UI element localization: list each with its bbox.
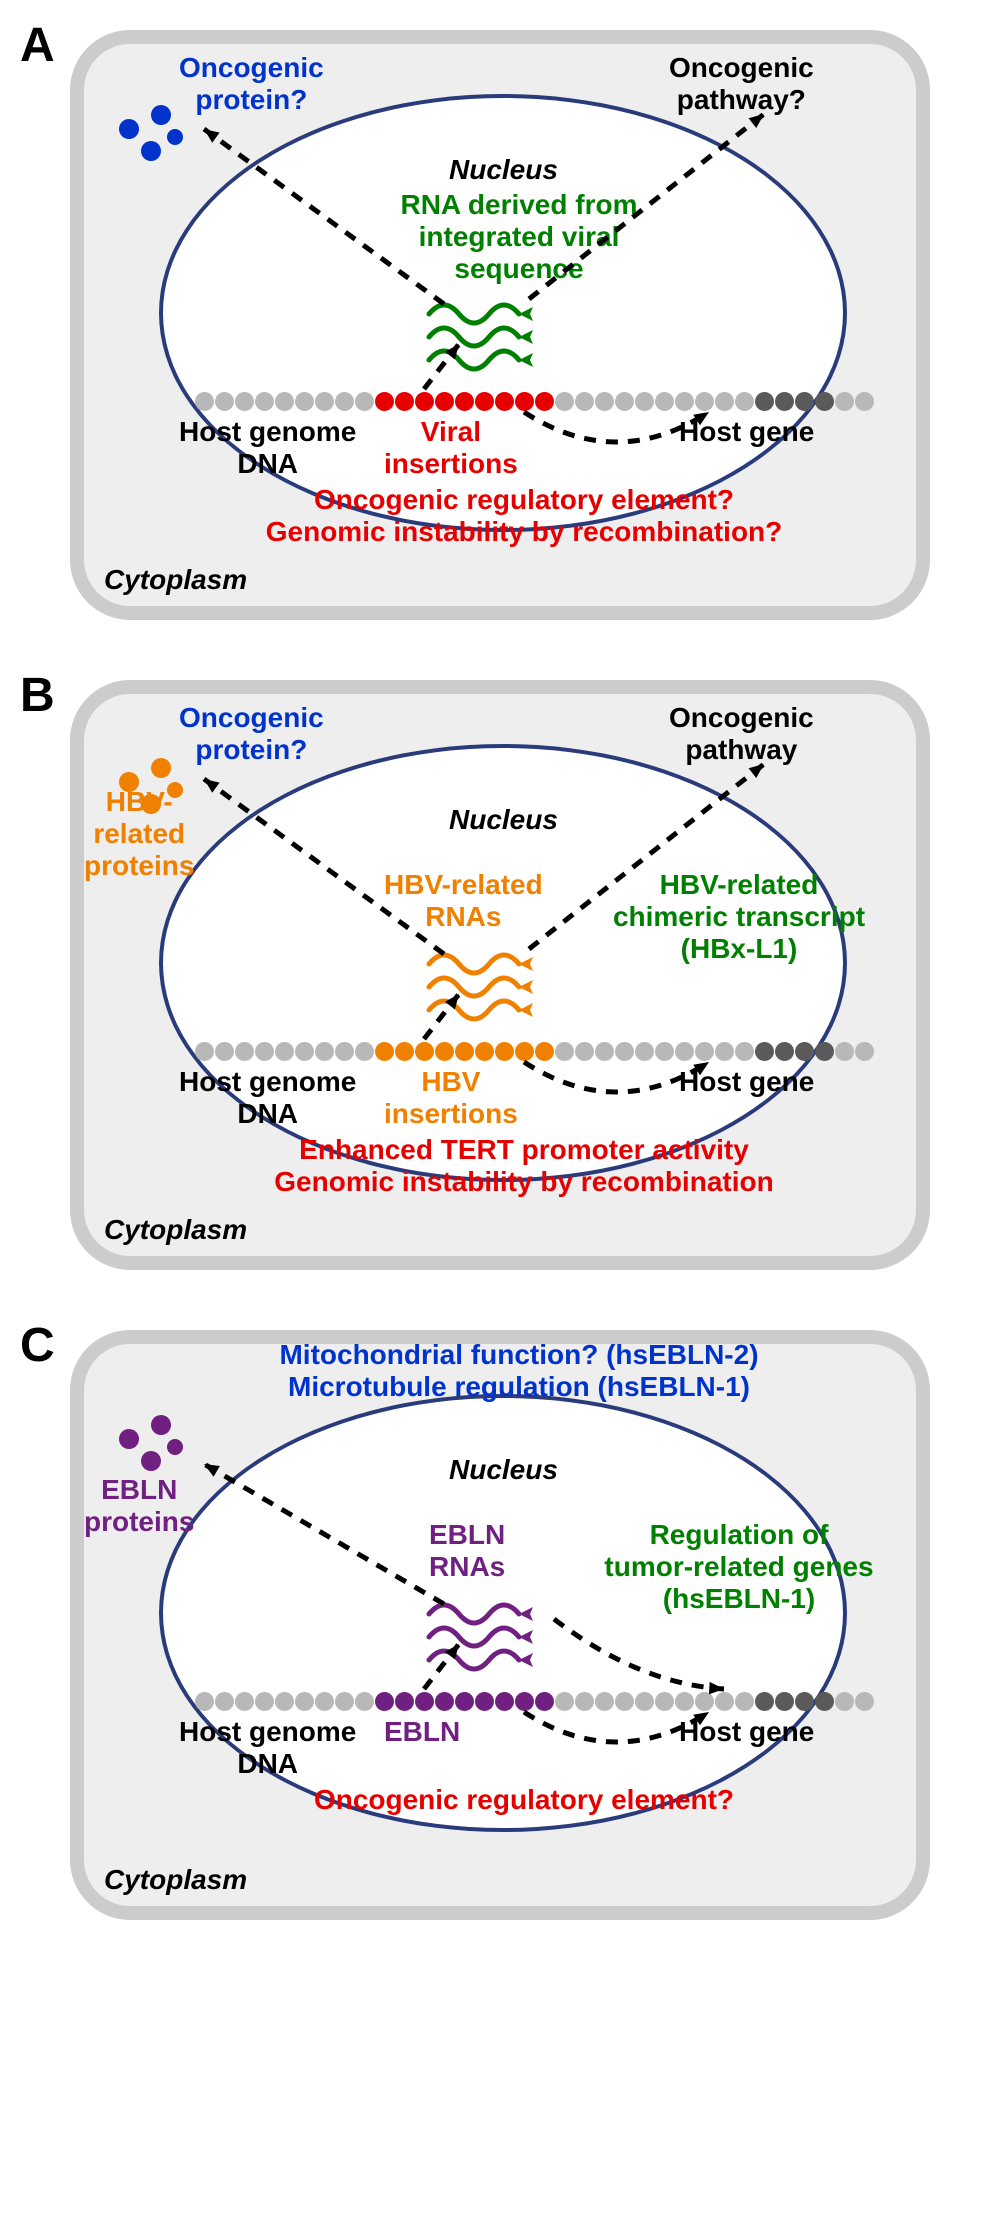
panel-B: BNucleusCytoplasmOncogenic protein?HBV- …	[70, 680, 930, 1270]
panel-A: ANucleusCytoplasmOncogenic protein?Oncog…	[70, 30, 930, 620]
panel-letter: B	[20, 668, 55, 723]
protein-side-label: HBV- related proteins	[84, 786, 194, 883]
cell-box: Nucleus Cytoplasm Mitochondrial function? …	[70, 1330, 930, 1920]
protein-side-label: EBLN proteins	[84, 1474, 194, 1538]
protein-function-label: Mitochondrial function? (hsEBLN-2) Micro…	[159, 1339, 879, 1403]
panel-letter: C	[20, 1318, 55, 1373]
host-genome-label: Host genome DNA	[179, 416, 356, 480]
panel-letter: A	[20, 18, 55, 73]
cell-box: NucleusCytoplasmOncogenic protein?HBV- r…	[70, 680, 930, 1270]
insertion-label: EBLN	[384, 1716, 460, 1748]
cytoplasm-label: Cytoplasm	[104, 564, 247, 596]
protein-label: Oncogenic protein?	[179, 702, 324, 766]
cytoplasm-label: Cytoplasm	[104, 1864, 247, 1896]
cytoplasm-label: Cytoplasm	[104, 1214, 247, 1246]
protein-label: Oncogenic protein?	[179, 52, 324, 116]
host-genome-label: Host genome DNA	[179, 1716, 356, 1780]
nucleus-label: Nucleus	[449, 1454, 558, 1486]
cell-box: NucleusCytoplasmOncogenic protein?Oncoge…	[70, 30, 930, 620]
host-genome-label: Host genome DNA	[179, 1066, 356, 1130]
panel-C: CNucleusCytoplasmMitochondrial function?…	[70, 1330, 930, 1920]
